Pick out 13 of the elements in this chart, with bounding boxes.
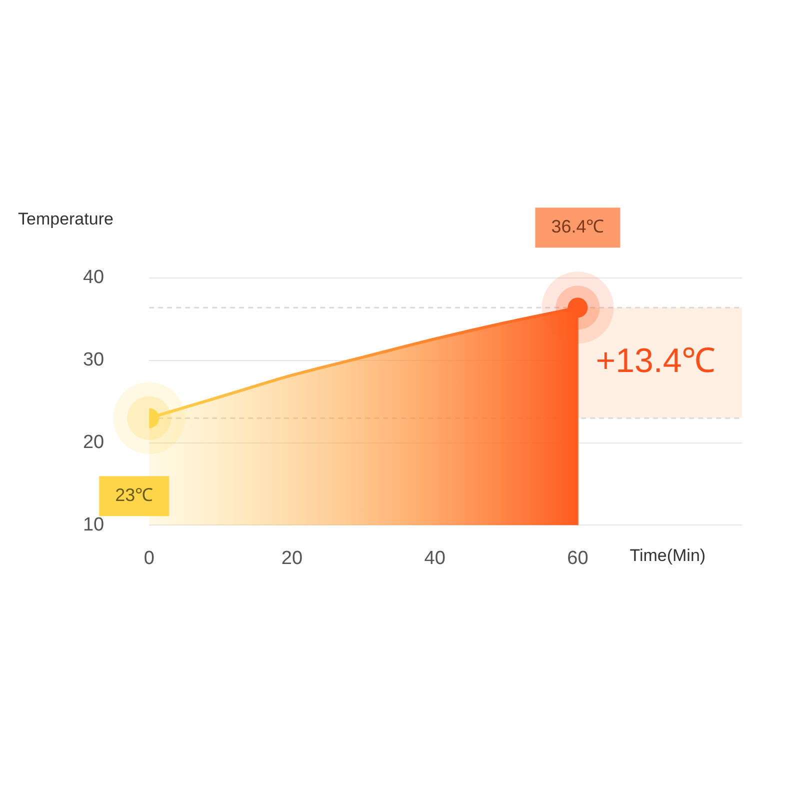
x-tick-label: 60: [567, 548, 588, 569]
annotation: 23℃: [115, 485, 154, 506]
y-axis-title: Temperature: [18, 210, 114, 229]
y-tick-label: 10: [82, 514, 104, 536]
x-tick-label: 20: [281, 548, 303, 569]
y-tick-label: 40: [82, 267, 104, 288]
annotation: +13.4℃: [596, 342, 716, 380]
x-axis-title: Time(Min): [630, 546, 706, 565]
y-tick-label: 30: [82, 350, 104, 371]
y-tick-label: 20: [82, 432, 104, 454]
x-tick-label: 40: [424, 548, 446, 569]
text: 36.4℃: [551, 216, 604, 237]
x-tick-label: 0: [144, 548, 154, 569]
